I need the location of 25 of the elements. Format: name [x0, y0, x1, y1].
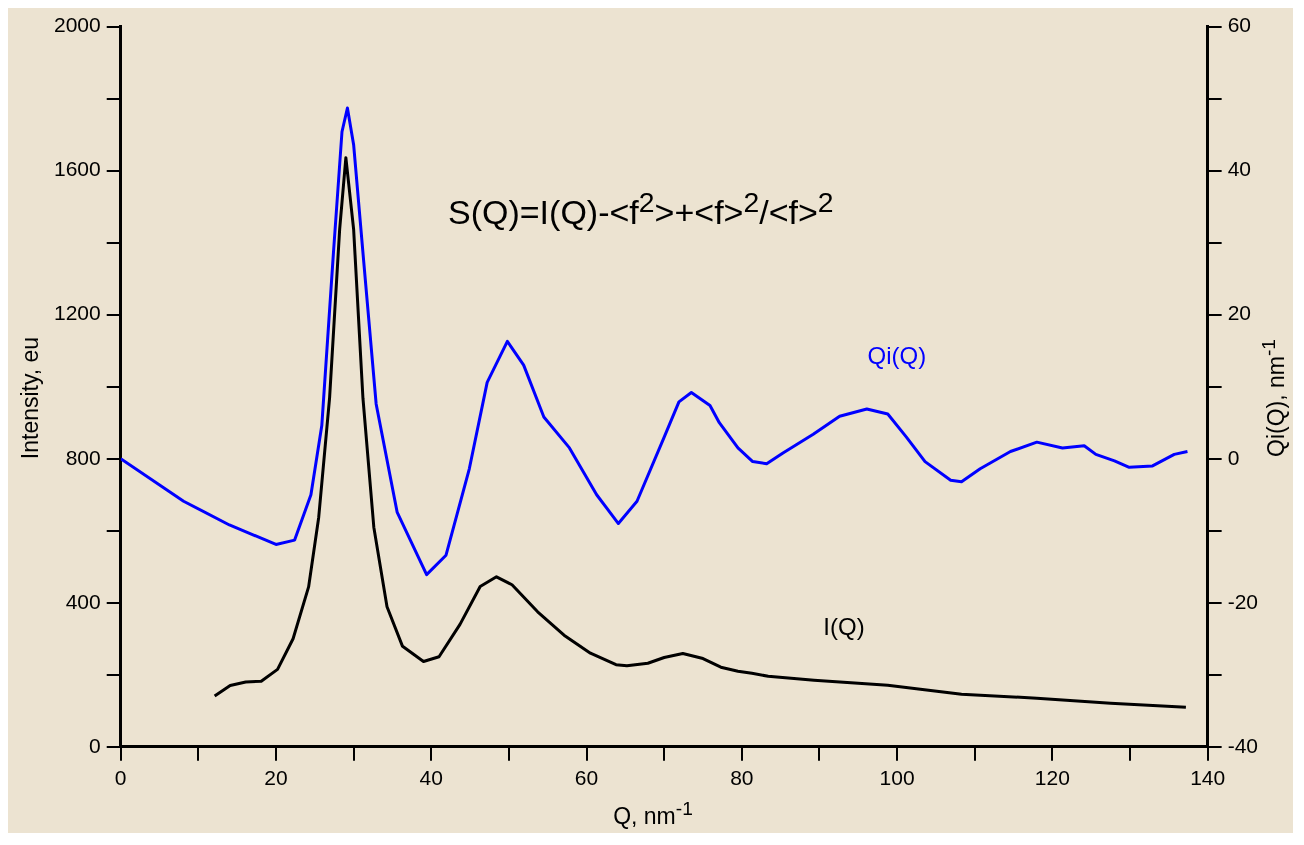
y-tick-label: 2000 — [54, 13, 101, 37]
y2-tick-label: -20 — [1227, 589, 1259, 613]
series-label: I(Q) — [823, 612, 865, 640]
y2-tick-label: 0 — [1227, 445, 1240, 469]
y-axis-title: Intensity, eu — [16, 336, 44, 460]
x-tick-label: 20 — [264, 766, 288, 790]
y2-tick-label: -40 — [1227, 733, 1259, 757]
y-tick-label: 0 — [89, 733, 101, 757]
x-tick-label: 80 — [730, 766, 754, 790]
x-axis-title: Q, nm$^{-1}$ — [612, 798, 694, 830]
x-tick-label: 40 — [419, 766, 443, 790]
y2-tick-label: 20 — [1227, 301, 1252, 325]
series-label: Qi(Q) — [867, 341, 927, 369]
x-tick-label: 140 — [1190, 766, 1226, 790]
x-tick-label: 60 — [574, 766, 599, 790]
y-tick-label: 400 — [65, 589, 101, 613]
y2-tick-label: 60 — [1227, 13, 1252, 37]
y-tick-label: 800 — [65, 445, 101, 469]
x-tick-label: 120 — [1034, 766, 1070, 790]
x-tick-label: 100 — [879, 766, 915, 790]
y2-tick-label: 40 — [1227, 157, 1252, 181]
y-tick-label: 1200 — [54, 301, 101, 325]
y-tick-label: 1600 — [54, 157, 101, 181]
annotation: S(Q)=I(Q)-<f$^{2}$>+<f>$^{2}$/<f>$^{2}$ — [448, 186, 834, 233]
x-tick-label: 0 — [114, 766, 127, 790]
